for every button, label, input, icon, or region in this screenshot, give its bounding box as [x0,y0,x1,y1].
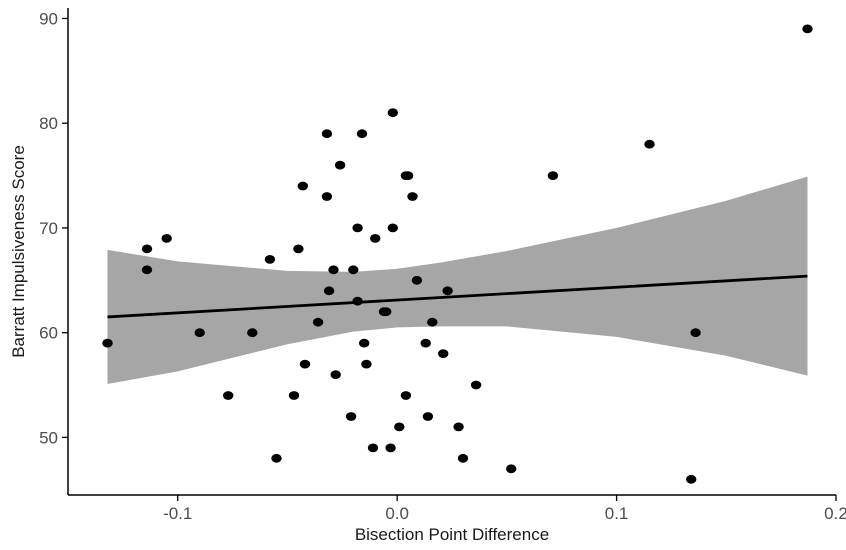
data-point [686,474,697,484]
y-axis-title: Barratt Impulsiveness Score [9,145,28,358]
data-point [690,328,701,338]
data-point [400,391,412,400]
data-point [141,244,153,254]
data-point [288,391,300,400]
x-tick-label: 0.1 [605,504,629,523]
data-point [293,244,304,254]
y-tick-label: 60 [39,324,58,343]
y-tick-label: 70 [39,219,58,238]
confidence-band [107,176,808,384]
data-point [457,453,469,463]
data-point [321,192,333,201]
data-point [438,349,449,358]
axes-layer [67,8,836,496]
data-point [359,338,370,348]
regression-line [107,274,808,319]
data-point [427,317,438,327]
data-point [470,380,482,390]
data-point [264,255,276,264]
data-point [394,422,405,432]
data-point [323,286,335,296]
data-point [547,171,559,181]
data-point [402,171,414,181]
data-point [442,286,453,296]
data-point [334,160,346,170]
data-point [102,338,113,348]
data-point [348,265,359,275]
data-point [312,317,324,327]
data-point [381,307,392,317]
data-point [453,422,464,432]
x-tick-label: -0.1 [163,504,192,523]
data-point [411,275,423,285]
x-axis-title: Bisection Point Difference [355,525,549,544]
y-tick-label: 50 [39,428,58,447]
data-point [802,24,813,34]
data-point [422,412,434,421]
data-point [297,181,308,191]
data-point [141,265,153,275]
x-tick-label: 0.0 [385,504,409,523]
fit-line-layer [107,274,808,319]
data-point [387,223,398,233]
data-point [223,391,234,400]
data-point [356,129,368,139]
x-ticks-layer: -0.1 0.0 0.1 0.2 [163,495,846,523]
data-point [247,328,258,338]
data-point [367,443,379,453]
data-point [321,129,333,139]
y-ticks-layer: 50 60 70 80 90 [39,9,68,447]
data-point [387,108,398,118]
data-point [345,412,357,421]
x-tick-label: 0.2 [824,504,846,523]
data-point [644,139,655,149]
data-point [271,453,282,463]
data-point [352,223,363,233]
data-point [161,234,172,243]
y-tick-label: 90 [39,9,58,28]
data-point [370,234,381,243]
data-point [407,192,418,201]
data-point [328,265,339,275]
data-point [194,328,205,338]
confidence-band-layer [107,176,808,384]
data-point [506,464,517,474]
data-point [385,443,396,453]
y-tick-label: 80 [39,114,58,133]
data-point [361,359,372,369]
data-point [420,338,431,348]
data-point [299,359,311,369]
data-point [330,370,341,379]
